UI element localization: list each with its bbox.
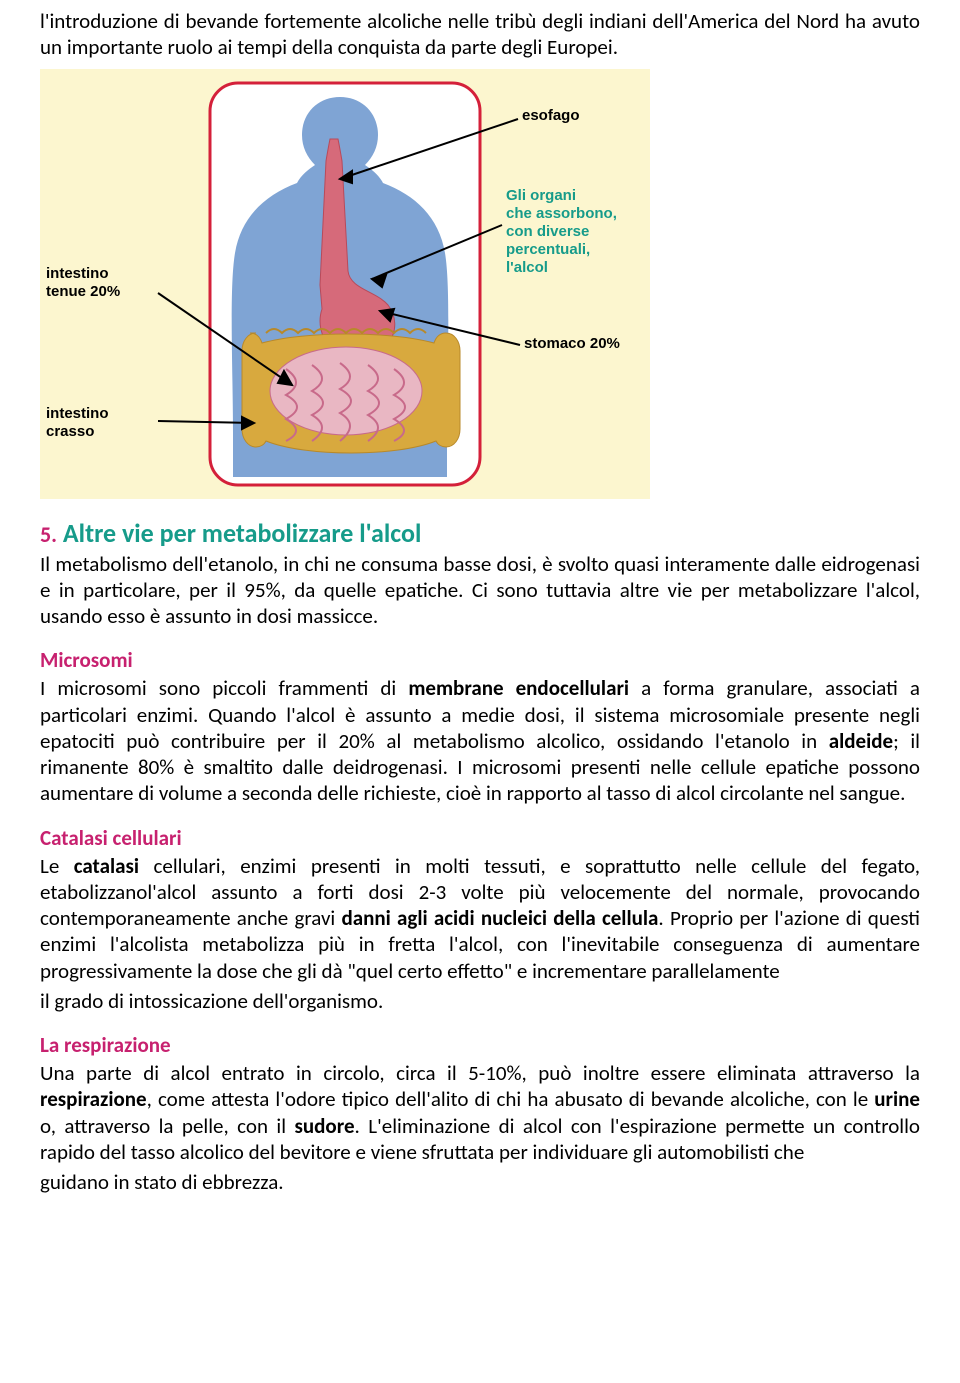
respirazione-line2: guidano in stato di ebbrezza. [40,1169,920,1195]
microsomi-title: Microsomi [40,647,920,673]
section-5-number: 5. [40,521,57,548]
label-small-intestine: intestino tenue 20% [46,265,120,301]
resp-b3: sudore [295,1113,355,1139]
resp-t3: o, attraverso la pelle, con il [40,1113,295,1139]
catalasi-b1: catalasi [74,853,139,879]
microsomi-b2: aldeide [829,728,893,754]
section-catalasi: Catalasi cellulari Le catalasi cellulari… [40,825,920,1015]
section-5-title: Altre vie per metabolizzare l'alcol [63,517,421,549]
catalasi-b2: danni agli acidi nucleici della cellula [341,905,658,931]
section-5-heading: 5. Altre vie per metabolizzare l'alcol [40,517,920,549]
label-esophagus: esofago [522,107,580,125]
catalasi-title: Catalasi cellulari [40,825,920,851]
resp-b2: urine [874,1086,920,1112]
anatomy-svg [40,69,650,499]
microsomi-body: I microsomi sono piccoli frammenti di me… [40,675,920,806]
resp-b1: respirazione [40,1086,147,1112]
respirazione-title: La respirazione [40,1032,920,1058]
section-respirazione: La respirazione Una parte di alcol entra… [40,1032,920,1195]
label-large-intestine: intestino crasso [46,405,109,441]
microsomi-t1: I microsomi sono piccoli frammenti di [40,675,408,701]
resp-t2: , come attesta l'odore tipico dell'alito… [147,1086,875,1112]
label-stomach: stomaco 20% [524,335,620,353]
resp-t1: Una parte di alcol entrato in circolo, c… [40,1060,920,1086]
catalasi-t1: Le [40,853,74,879]
catalasi-line2: il grado di intossicazione dell'organism… [40,988,920,1014]
intro-paragraph: l'introduzione di bevande fortemente alc… [40,8,920,61]
section-5-body: Il metabolismo dell'etanolo, in chi ne c… [40,551,920,630]
microsomi-b1: membrane endocellulari [408,675,629,701]
section-microsomi: Microsomi I microsomi sono piccoli framm… [40,647,920,806]
catalasi-body: Le catalasi cellulari, enzimi presenti i… [40,853,920,984]
anatomy-diagram: esofago intestino tenue 20% intestino cr… [40,69,650,499]
label-organs: Gli organi che assorbono, con diverse pe… [506,187,617,277]
section-5: 5. Altre vie per metabolizzare l'alcol I… [40,517,920,630]
respirazione-body: Una parte di alcol entrato in circolo, c… [40,1060,920,1165]
